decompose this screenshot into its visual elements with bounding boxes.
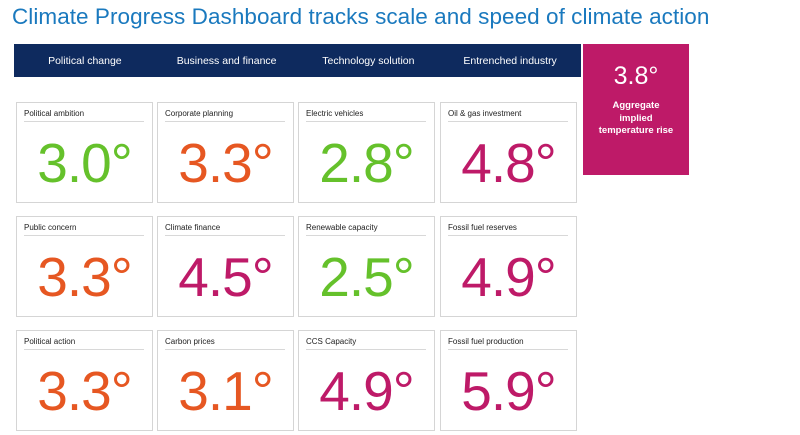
card-political-ambition: Political ambition 3.0° [16,102,153,203]
column-header-business-finance: Business and finance [176,54,277,67]
card-value: 3.3° [37,246,132,308]
card-label: Corporate planning [165,109,285,122]
card-label: Fossil fuel reserves [448,223,568,236]
aggregate-label: Aggregate implied temperature rise [598,100,674,136]
card-label: Political action [24,337,144,350]
card-label: Electric vehicles [306,109,426,122]
card-fossil-fuel-reserves: Fossil fuel reserves 4.9° [440,216,577,317]
card-label: Fossil fuel production [448,337,568,350]
card-value: 3.3° [37,360,132,422]
column-header-bar: Political change Business and finance Te… [14,44,581,77]
card-value: 4.5° [178,246,273,308]
page-title: Climate Progress Dashboard tracks scale … [12,4,710,29]
card-ccs-capacity: CCS Capacity 4.9° [298,330,435,431]
card-value: 4.8° [461,132,556,194]
card-value: 2.5° [319,246,414,308]
card-value: 5.9° [461,360,556,422]
card-value: 2.8° [319,132,414,194]
column-header-political-change: Political change [48,54,122,67]
card-label: Renewable capacity [306,223,426,236]
card-label: CCS Capacity [306,337,426,350]
card-value: 3.1° [178,360,273,422]
card-value: 3.0° [37,132,132,194]
card-oil-gas-investment: Oil & gas investment 4.8° [440,102,577,203]
card-renewable-capacity: Renewable capacity 2.5° [298,216,435,317]
card-label: Climate finance [165,223,285,236]
card-label: Political ambition [24,109,144,122]
card-label: Oil & gas investment [448,109,568,122]
card-fossil-fuel-production: Fossil fuel production 5.9° [440,330,577,431]
card-public-concern: Public concern 3.3° [16,216,153,317]
card-electric-vehicles: Electric vehicles 2.8° [298,102,435,203]
aggregate-temperature-panel: 3.8° Aggregate implied temperature rise [583,44,689,175]
card-label: Carbon prices [165,337,285,350]
card-carbon-prices: Carbon prices 3.1° [157,330,294,431]
card-climate-finance: Climate finance 4.5° [157,216,294,317]
card-value: 3.3° [178,132,273,194]
card-value: 4.9° [319,360,414,422]
card-label: Public concern [24,223,144,236]
aggregate-value: 3.8° [613,62,659,90]
card-political-action: Political action 3.3° [16,330,153,431]
column-header-entrenched-industry: Entrenched industry [463,54,557,67]
column-header-technology-solution: Technology solution [322,54,415,67]
card-corporate-planning: Corporate planning 3.3° [157,102,294,203]
card-value: 4.9° [461,246,556,308]
